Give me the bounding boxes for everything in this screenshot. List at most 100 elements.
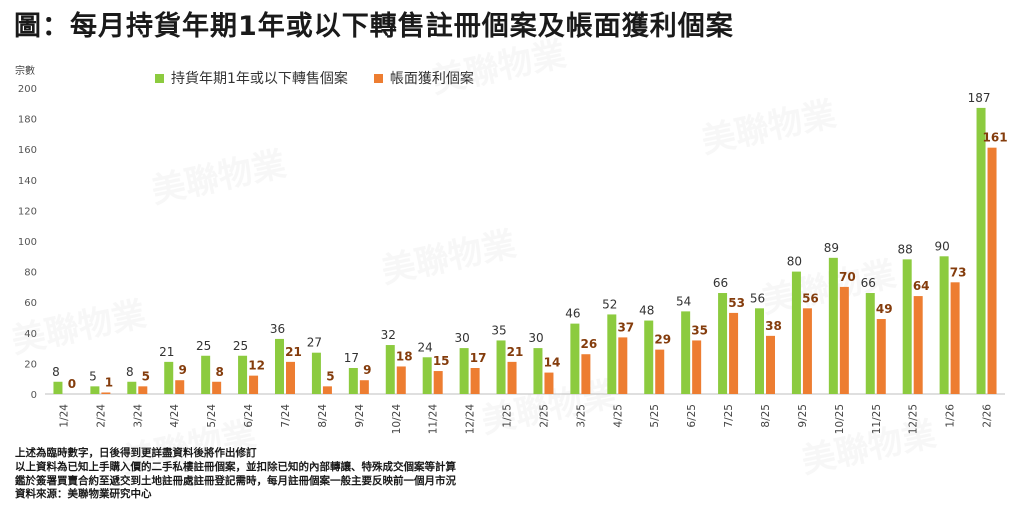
x-tick-label: 9/24 <box>354 404 366 428</box>
bar-profit <box>396 366 406 394</box>
x-tick-label: 10/24 <box>391 404 403 435</box>
legend-label-profit: 帳面獲利個案 <box>389 71 474 87</box>
bar-profit <box>507 361 517 394</box>
data-label-profit: 14 <box>544 356 561 370</box>
data-label-resale: 25 <box>196 339 211 353</box>
data-label-resale: 36 <box>270 322 285 336</box>
y-tick-label: 80 <box>24 268 37 279</box>
y-tick-label: 160 <box>18 145 37 156</box>
y-tick-label: 140 <box>18 176 37 187</box>
bar-resale <box>459 348 469 394</box>
legend-item-resale: 持貨年期1年或以下轉售個案 <box>155 68 348 88</box>
data-label-resale: 25 <box>233 339 248 353</box>
bar-resale <box>976 107 986 394</box>
data-label-profit: 49 <box>876 302 893 316</box>
bar-profit <box>987 147 997 394</box>
x-tick-label: 1/25 <box>502 404 514 428</box>
data-label-resale: 8 <box>126 365 134 379</box>
y-tick-label: 60 <box>24 298 37 309</box>
y-tick-label: 200 <box>18 84 37 95</box>
footnote: 以上資料為已知上手購入價的二手私樓註冊個案，並扣除已知的內部轉讓、特殊成交個案等… <box>15 460 456 473</box>
legend-item-profit: 帳面獲利個案 <box>373 68 474 88</box>
bar-resale <box>496 340 506 394</box>
bar-resale <box>939 256 949 394</box>
footnote: 鑑於簽署買賣合約至遞交到土地註冊處註冊登記需時，每月註冊個案一般主要反映前一個月… <box>15 474 456 487</box>
legend-swatch-profit <box>373 73 383 83</box>
bar-profit <box>249 375 259 394</box>
data-label-resale: 17 <box>344 351 359 365</box>
data-label-resale: 90 <box>934 239 949 253</box>
bar-resale <box>644 320 654 394</box>
data-label-resale: 66 <box>713 276 728 290</box>
bar-resale <box>718 293 728 394</box>
data-label-profit: 9 <box>363 363 371 377</box>
bar-profit <box>544 372 554 394</box>
bar-resale <box>828 257 838 394</box>
x-tick-label: 11/24 <box>428 404 440 435</box>
bar-resale <box>681 311 691 394</box>
y-tick-label: 100 <box>18 237 37 248</box>
data-label-resale: 32 <box>381 328 396 342</box>
data-label-profit: 37 <box>617 320 634 334</box>
bar-profit <box>101 392 111 394</box>
bar-profit <box>766 335 775 394</box>
x-tick-label: 6/24 <box>243 404 255 428</box>
y-tick-label: 120 <box>18 206 37 217</box>
data-label-resale: 48 <box>639 304 654 318</box>
bar-profit <box>802 308 812 394</box>
data-label-resale: 24 <box>418 340 433 354</box>
data-label-resale: 27 <box>307 336 322 350</box>
chart-title: 圖：每月持貨年期1年或以下轉售註冊個案及帳面獲利個案 <box>14 11 734 42</box>
bar-resale <box>902 259 912 394</box>
data-label-profit: 161 <box>983 131 1008 145</box>
bar-profit <box>138 386 148 394</box>
x-tick-label: 6/25 <box>686 404 698 428</box>
bar-profit <box>286 361 295 394</box>
data-label-profit: 1 <box>105 375 113 389</box>
bar-profit <box>655 349 665 394</box>
data-label-profit: 21 <box>285 345 302 359</box>
bar-resale <box>201 355 211 394</box>
bar-resale <box>865 293 875 394</box>
x-tick-label: 4/24 <box>169 404 181 428</box>
bar-resale <box>348 367 358 394</box>
x-tick-label: 3/25 <box>575 404 587 428</box>
bar-resale <box>533 348 543 394</box>
bar-profit <box>212 381 222 394</box>
data-label-profit: 15 <box>433 354 450 368</box>
footnotes: 上述為臨時數字，日後得到更詳盡資料後將作出修訂 以上資料為已知上手購入價的二手私… <box>15 447 456 502</box>
x-tick-label: 1/26 <box>945 404 957 428</box>
bar-profit <box>359 380 369 394</box>
bar-resale <box>607 314 617 394</box>
x-tick-label: 7/25 <box>723 404 735 428</box>
y-tick-label: 0 <box>31 390 37 401</box>
data-label-resale: 21 <box>159 345 174 359</box>
bar-resale <box>385 345 395 394</box>
bar-profit <box>581 354 591 394</box>
x-tick-label: 1/24 <box>58 404 70 428</box>
y-axis-unit-label: 宗數 <box>15 66 35 77</box>
data-label-profit: 70 <box>839 270 856 284</box>
data-label-profit: 0 <box>68 377 76 391</box>
data-label-profit: 9 <box>179 363 187 377</box>
bar-resale <box>311 352 321 394</box>
data-label-profit: 21 <box>507 345 524 359</box>
bar-profit <box>950 282 960 394</box>
data-label-resale: 46 <box>565 307 580 321</box>
data-label-resale: 52 <box>602 297 617 311</box>
data-label-profit: 8 <box>215 365 223 379</box>
data-label-profit: 12 <box>248 359 265 373</box>
data-label-profit: 29 <box>654 333 671 347</box>
data-label-profit: 5 <box>326 369 334 383</box>
data-label-resale: 54 <box>676 294 691 308</box>
x-tick-label: 5/24 <box>206 404 218 428</box>
bar-resale <box>90 386 100 394</box>
x-tick-label: 10/25 <box>834 404 846 434</box>
data-label-profit: 73 <box>950 265 967 279</box>
bar-resale <box>422 357 432 394</box>
x-tick-label: 12/24 <box>465 404 477 435</box>
data-label-profit: 35 <box>691 323 708 337</box>
x-tick-label: 2/24 <box>95 404 107 428</box>
x-tick-label: 11/25 <box>871 404 883 434</box>
